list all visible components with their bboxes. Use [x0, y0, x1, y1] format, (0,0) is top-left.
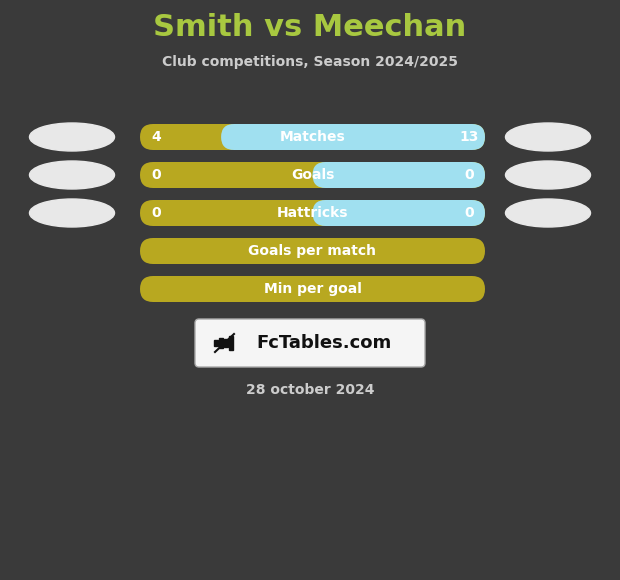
FancyBboxPatch shape: [140, 238, 485, 264]
Text: 0: 0: [464, 206, 474, 220]
Text: 0: 0: [464, 168, 474, 182]
Bar: [224, 339, 228, 347]
Text: Hattricks: Hattricks: [277, 206, 348, 220]
Text: Min per goal: Min per goal: [264, 282, 361, 296]
Ellipse shape: [30, 123, 115, 151]
Text: 0: 0: [151, 206, 161, 220]
FancyBboxPatch shape: [140, 162, 485, 188]
FancyBboxPatch shape: [312, 200, 485, 226]
Bar: [219, 338, 223, 348]
Text: Goals per match: Goals per match: [249, 244, 376, 258]
Text: 13: 13: [459, 130, 479, 144]
Ellipse shape: [505, 161, 590, 189]
Ellipse shape: [505, 123, 590, 151]
Bar: [229, 336, 232, 350]
FancyBboxPatch shape: [221, 124, 485, 150]
Ellipse shape: [30, 199, 115, 227]
Text: Club competitions, Season 2024/2025: Club competitions, Season 2024/2025: [162, 55, 458, 69]
Ellipse shape: [505, 199, 590, 227]
Ellipse shape: [30, 161, 115, 189]
FancyBboxPatch shape: [195, 319, 425, 367]
FancyBboxPatch shape: [140, 200, 485, 226]
Text: 4: 4: [151, 130, 161, 144]
Text: 28 october 2024: 28 october 2024: [246, 383, 374, 397]
FancyBboxPatch shape: [140, 124, 485, 150]
Text: Matches: Matches: [280, 130, 345, 144]
FancyBboxPatch shape: [312, 162, 485, 188]
FancyBboxPatch shape: [140, 276, 485, 302]
Text: Smith vs Meechan: Smith vs Meechan: [153, 13, 467, 42]
Text: 0: 0: [151, 168, 161, 182]
Text: Goals: Goals: [291, 168, 334, 182]
Bar: [214, 340, 218, 346]
Text: FcTables.com: FcTables.com: [257, 334, 392, 352]
